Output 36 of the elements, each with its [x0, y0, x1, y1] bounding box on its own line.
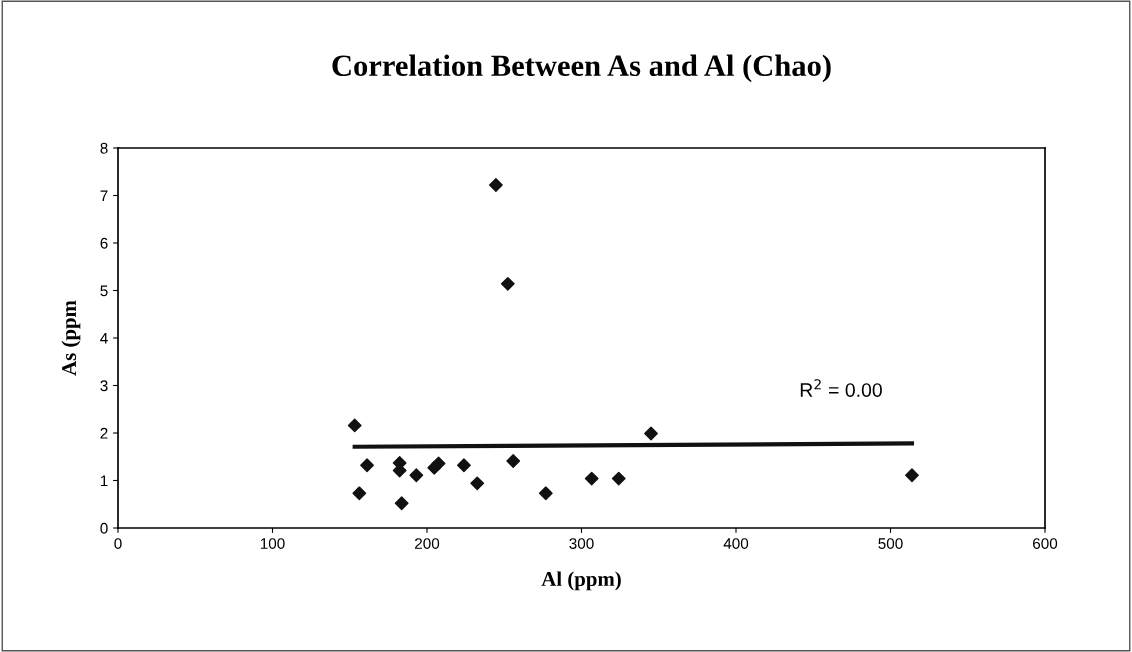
y-tick-label: 0 — [100, 522, 108, 534]
point — [538, 486, 553, 501]
point — [489, 178, 503, 192]
point — [352, 486, 367, 501]
y-tick-label: 2 — [100, 427, 108, 439]
x-tick-label: 500 — [878, 538, 903, 549]
point — [905, 468, 919, 483]
y-tick-label: 7 — [100, 190, 108, 202]
point — [506, 454, 521, 468]
point — [611, 471, 626, 486]
x-tick-label: 600 — [1033, 538, 1058, 549]
chart-title: Correlation Between As and Al (Chao) — [332, 54, 831, 83]
y-tick-label: 1 — [100, 475, 108, 487]
y-tick-label: 6 — [100, 237, 108, 249]
point — [500, 276, 515, 291]
point — [360, 458, 374, 473]
y-tick-label: 3 — [100, 380, 108, 392]
x-axis-title: Al (ppm) — [541, 571, 621, 591]
point — [457, 458, 471, 473]
point — [644, 426, 658, 441]
point — [470, 476, 485, 491]
point — [347, 418, 362, 433]
point — [409, 468, 424, 483]
x-tick-label: 400 — [723, 538, 749, 549]
point — [584, 471, 599, 486]
annotation: R$^{2}$ = 0.00 — [800, 379, 882, 397]
y-tick-label: 8 — [100, 142, 108, 154]
point — [431, 456, 446, 471]
y-tick-label: 5 — [100, 285, 108, 297]
y-axis-title: As (ppm — [61, 300, 81, 376]
x-tick-label: 100 — [260, 538, 285, 549]
point — [394, 496, 409, 511]
x-tick-label: 300 — [569, 538, 594, 549]
y-tick-label: 4 — [100, 333, 108, 344]
x-tick-label: 0 — [114, 538, 122, 549]
x-tick-label: 200 — [415, 538, 440, 549]
